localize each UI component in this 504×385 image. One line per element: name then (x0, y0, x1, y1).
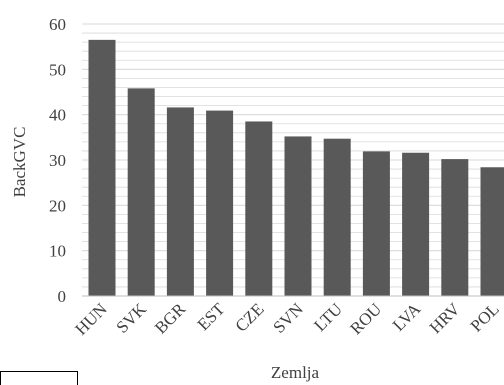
y-tick-label: 10 (49, 242, 66, 261)
x-axis-label: Zemlja (271, 363, 320, 382)
x-tick-label: BGR (151, 299, 190, 338)
legend-box (0, 371, 78, 385)
x-tick-label: HRV (426, 299, 464, 337)
bar-ltu (324, 139, 351, 296)
x-tick-label: SVN (269, 299, 306, 336)
x-tick-label: HUN (71, 299, 110, 338)
y-tick-label: 40 (49, 106, 66, 125)
bar-svn (285, 136, 312, 296)
bar-rou (363, 151, 390, 296)
bar-bgr (167, 107, 194, 296)
bar-cze (245, 121, 272, 296)
y-tick-label: 30 (49, 151, 66, 170)
y-axis-label: BackGVC (10, 127, 29, 198)
x-tick-label: LVA (389, 299, 425, 335)
y-tick-label: 20 (49, 196, 66, 215)
y-tick-label: 60 (49, 15, 66, 34)
bar-svk (128, 88, 155, 296)
y-tick-label: 50 (49, 60, 66, 79)
bar-hrv (441, 159, 468, 296)
bar-hun (89, 40, 116, 296)
x-tick-label: ROU (346, 299, 385, 338)
bar-lva (402, 153, 429, 296)
x-tick-label: POL (467, 299, 503, 335)
y-tick-labels: 0 10 20 30 40 50 60 (49, 15, 66, 306)
x-tick-label: EST (194, 299, 229, 334)
x-tick-label: LTU (310, 299, 346, 335)
x-tick-label: SVK (113, 299, 151, 337)
bar-pol (481, 167, 504, 296)
bar-est (206, 111, 233, 296)
y-tick-label: 0 (58, 287, 67, 306)
x-tick-label: CZE (231, 299, 267, 335)
